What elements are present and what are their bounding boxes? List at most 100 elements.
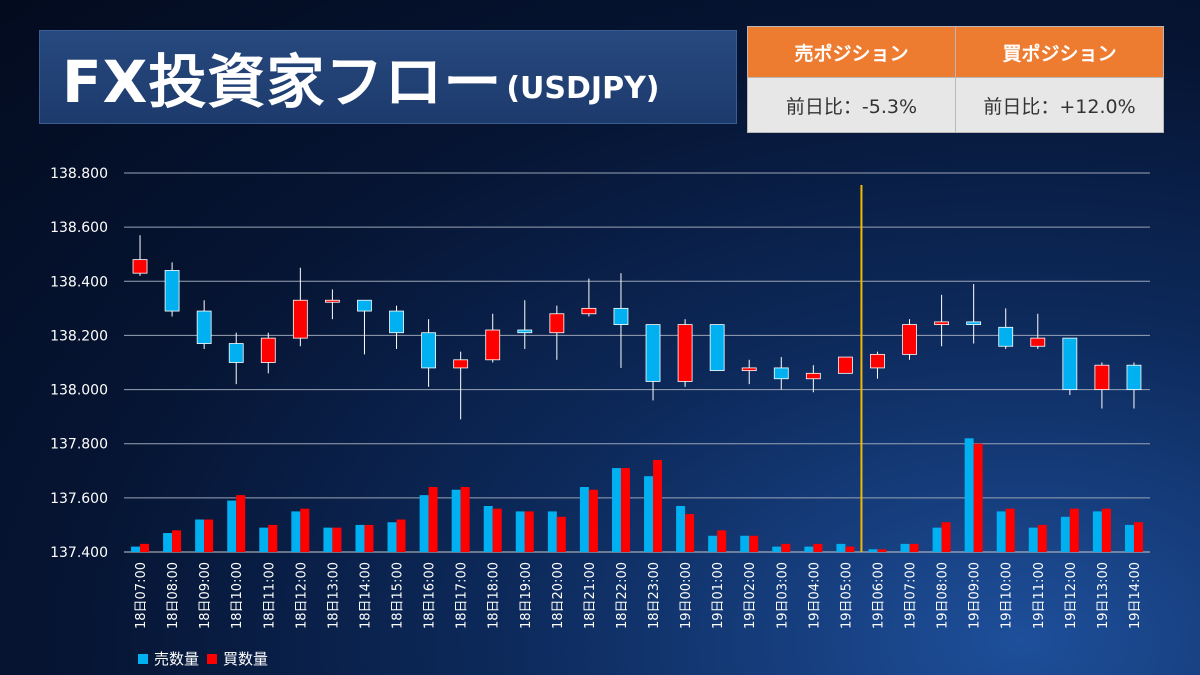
x-tick-label: 18日08:00 (166, 562, 181, 629)
buy-volume-bar (813, 543, 823, 552)
candle-body (1126, 364, 1142, 390)
sell-volume-bar (708, 535, 718, 552)
candle-body (1094, 364, 1110, 390)
candle-body (1062, 337, 1078, 390)
buy-volume-bar (204, 519, 214, 552)
sell-volume-bar (387, 522, 397, 552)
x-tick-label: 18日18:00 (487, 562, 502, 629)
x-tick-label: 18日15:00 (391, 562, 406, 629)
x-tick-label: 18日16:00 (423, 562, 438, 629)
candle-body (517, 329, 533, 334)
candle-body (485, 329, 501, 361)
buy-volume-bar (460, 487, 470, 552)
x-tick-label: 19日04:00 (807, 562, 822, 629)
x-tick-label: 19日12:00 (1064, 562, 1079, 629)
sell-volume-bar (900, 543, 910, 552)
candle-body (838, 356, 853, 374)
candle-body (773, 367, 789, 380)
candle-body (870, 353, 885, 369)
x-tick-label: 19日10:00 (1000, 562, 1015, 629)
candle-body (196, 310, 212, 344)
legend-sell-swatch (138, 653, 148, 664)
candle-body (1030, 337, 1046, 347)
candle-body (228, 343, 244, 363)
buy-volume-bar (364, 524, 374, 552)
x-tick-label: 19日09:00 (968, 562, 983, 629)
sell-volume-bar (291, 511, 301, 552)
sell-volume-bar (804, 546, 814, 552)
sell-volume-bar (163, 533, 173, 552)
sell-volume-bar (259, 527, 269, 552)
candle-body (934, 321, 949, 325)
x-tick-label: 18日19:00 (519, 562, 534, 629)
x-tick-label: 19日13:00 (1096, 562, 1111, 629)
y-tick-label: 137.400 (50, 545, 108, 561)
sell-volume-bar (1028, 527, 1038, 552)
sell-volume-bar (868, 549, 878, 552)
buy-volume-bar (653, 459, 663, 552)
sell-position-header: 売ポジション (747, 26, 956, 78)
sell-volume-bar (131, 546, 141, 552)
x-tick-label: 18日21:00 (583, 562, 598, 629)
x-tick-label: 19日07:00 (904, 562, 919, 629)
y-tick-label: 138.200 (50, 328, 108, 344)
buy-volume-bar (973, 443, 983, 552)
x-tick-label: 19日11:00 (1032, 562, 1047, 629)
sell-volume-bar (579, 487, 589, 552)
legend-buy-label: 買数量 (223, 650, 269, 668)
y-tick-label: 137.600 (50, 491, 108, 507)
sell-volume-bar (644, 476, 654, 552)
sell-volume-bar (419, 495, 429, 552)
buy-volume-bar (1133, 522, 1143, 552)
sell-volume-bar (515, 511, 525, 552)
buy-volume-bar (236, 495, 246, 552)
candle-body (902, 324, 917, 355)
buy-volume-bar (332, 527, 342, 552)
y-tick-label: 138.600 (50, 220, 108, 236)
buy-volume-bar (268, 524, 278, 552)
buy-volume-bar (556, 516, 566, 552)
candle-body (421, 332, 436, 369)
sell-volume-bar (611, 468, 621, 552)
x-tick-label: 19日01:00 (711, 562, 726, 629)
buy-volume-bar (140, 543, 150, 552)
sell-volume-bar (547, 511, 557, 552)
buy-volume-bar (941, 522, 951, 552)
y-tick-label: 138.000 (50, 383, 108, 399)
sell-volume-bar (1124, 524, 1134, 552)
candle-body (164, 270, 180, 312)
buy-volume-bar (492, 508, 502, 552)
buy-volume-bar (749, 535, 759, 552)
sell-volume-bar (227, 500, 237, 552)
buy-volume-bar (588, 489, 598, 552)
candle-body (325, 299, 340, 303)
sell-volume-bar (772, 546, 782, 552)
candle-body (581, 307, 597, 315)
x-tick-label: 18日12:00 (294, 562, 309, 629)
candle-body (805, 372, 821, 380)
y-tick-label: 138.800 (50, 166, 108, 182)
x-tick-label: 18日07:00 (134, 562, 149, 629)
legend-buy-swatch (207, 653, 218, 664)
buy-volume-bar (172, 530, 182, 552)
page-subtitle: (USDJPY) (506, 70, 660, 106)
candle-body (645, 324, 661, 382)
buy-volume-bar (1005, 508, 1015, 552)
sell-volume-bar (355, 524, 365, 552)
x-tick-label: 19日14:00 (1128, 562, 1143, 629)
sell-volume-bar (195, 519, 205, 552)
buy-volume-bar (300, 508, 310, 552)
candle-body (453, 359, 469, 369)
sell-volume-bar (676, 505, 686, 552)
sell-volume-bar (740, 535, 750, 552)
buy-volume-bar (1069, 508, 1079, 552)
sell-volume-bar (1060, 516, 1070, 552)
position-summary-table: 売ポジション 買ポジション 前日比：-5.3% 前日比：+12.0% (747, 26, 1164, 133)
candle-body (389, 310, 404, 334)
buy-volume-bar (845, 546, 855, 552)
candle-body (132, 259, 148, 274)
sell-volume-bar (836, 543, 846, 552)
sell-volume-bar (996, 511, 1006, 552)
buy-volume-bar (781, 543, 791, 552)
candle-body (357, 299, 372, 312)
